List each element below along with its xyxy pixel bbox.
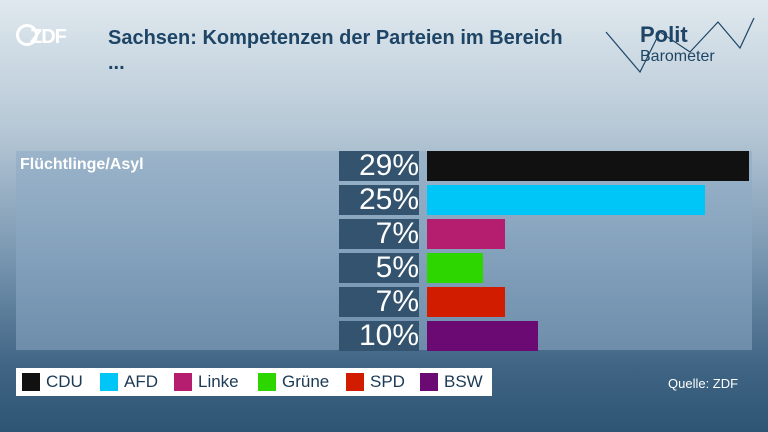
value-label-cdu: 29% [339,151,419,181]
bar-linke [427,219,505,249]
legend-swatch [420,373,438,391]
bar-grüne [427,253,483,283]
legend-label: Grüne [282,372,330,391]
legend-swatch [22,373,40,391]
legend-label: BSW [444,372,483,391]
politbarometer-lines-icon [605,17,755,74]
zdf-logo-text: ZDF [30,26,67,48]
legend-swatch [258,373,276,391]
zdf-ring-icon [16,24,38,46]
value-label-spd: 7% [339,287,419,317]
brand-line1: Polit [640,22,688,47]
value-label-linke: 7% [339,219,419,249]
politbarometer-logo: Polit Barometer [600,12,756,74]
legend-label: SPD [370,372,405,391]
legend-label: CDU [46,372,83,391]
legend: CDU AFD Linke Grüne SPD BSW [16,368,492,396]
legend-label: AFD [124,372,158,391]
value-label-bsw: 10% [339,321,419,351]
brand-line2: Barometer [640,48,715,65]
bar-afd [427,185,705,215]
legend-swatch [346,373,364,391]
legend-swatch [100,373,118,391]
value-label-afd: 25% [339,185,419,215]
legend-swatch [174,373,192,391]
value-label-grüne: 5% [339,253,419,283]
legend-label: Linke [198,372,239,391]
chart-title: Sachsen: Kompetenzen der Parteien im Ber… [108,27,563,74]
bar-spd [427,287,505,317]
category-label: Flüchtlinge/Asyl [20,156,144,173]
bar-cdu [427,151,749,181]
zdf-logo: ZDF [16,24,67,49]
bar-bsw [427,321,539,351]
source-label: Quelle: ZDF [668,376,739,391]
